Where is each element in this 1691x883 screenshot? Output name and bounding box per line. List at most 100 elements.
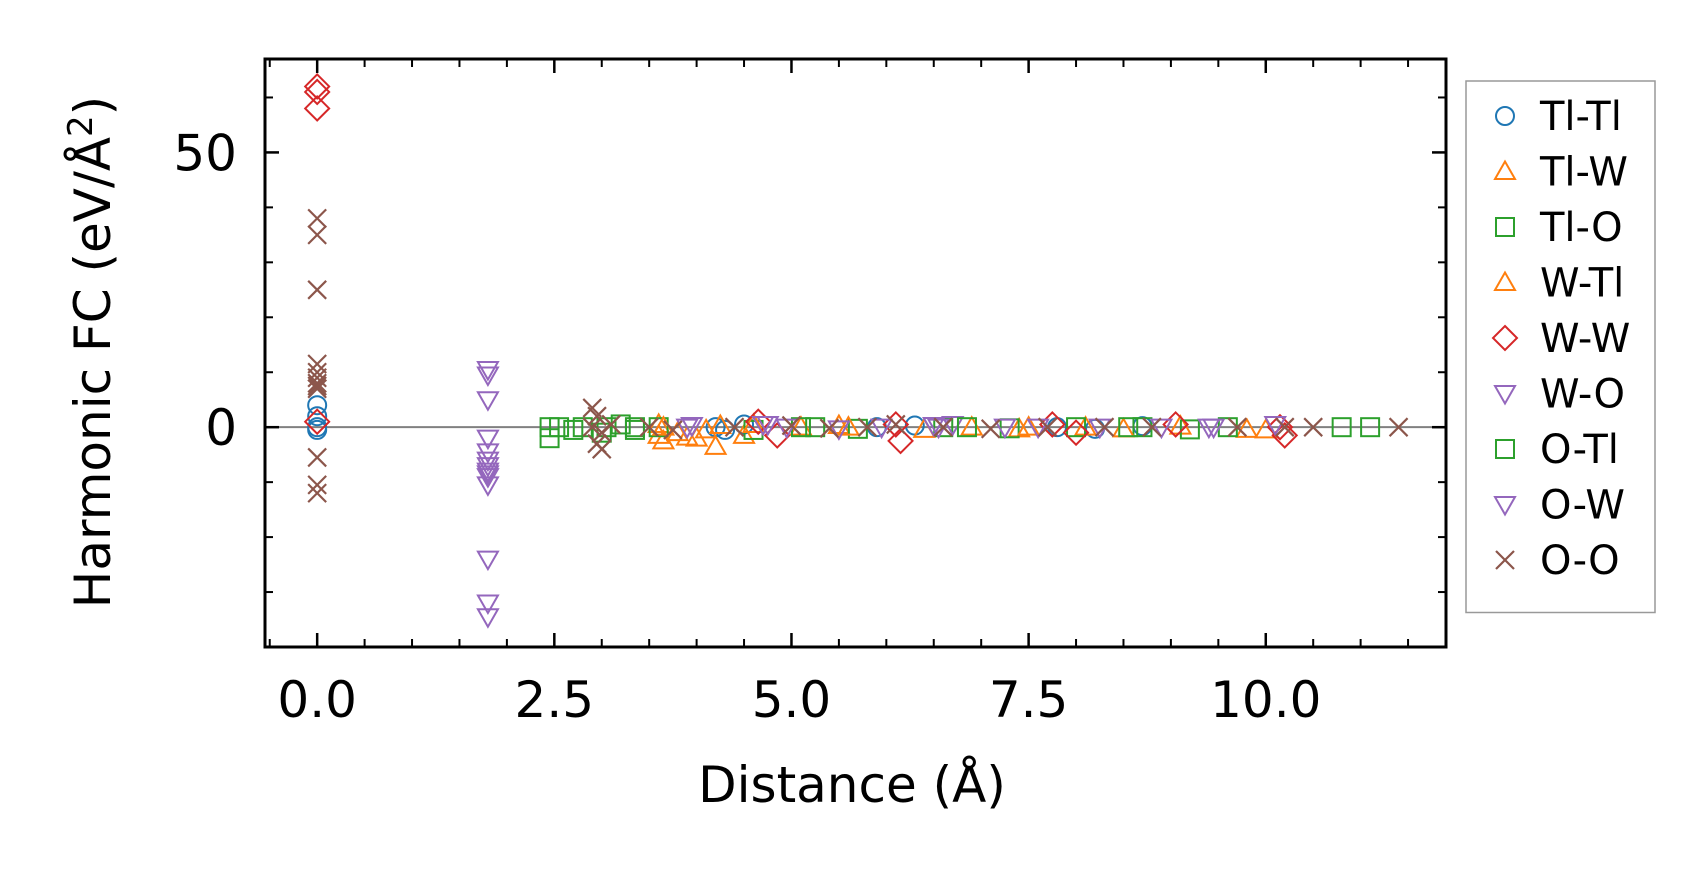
series-o-o: [307, 208, 1409, 503]
x-tick-label: 5.0: [752, 671, 832, 729]
legend-marker-o-o-stroke-b: [1495, 550, 1515, 570]
point-w-o: [1149, 418, 1174, 440]
y-tick-label: 0: [205, 399, 237, 457]
point-o-o: [307, 447, 327, 468]
point-o-w: [869, 418, 894, 440]
point-tl-w: [703, 434, 728, 455]
point-o-o-stroke-b: [582, 417, 603, 437]
point-o-o: [587, 406, 607, 426]
legend-label-o-tl: O-Tl: [1540, 427, 1619, 473]
point-w-o: [1026, 418, 1050, 440]
point-o-o: [307, 280, 327, 300]
point-o-o-stroke-b: [587, 406, 607, 426]
point-o-o: [857, 417, 878, 437]
point-o-o: [307, 225, 327, 245]
legend-marker-o-tl: [1495, 439, 1515, 459]
point-o-o-stroke-b: [639, 417, 659, 437]
point-o-o-stroke-b: [1227, 417, 1248, 437]
y-axis-label-superscript: 2: [61, 115, 101, 137]
point-o-o: [307, 483, 327, 503]
legend-label-tl-tl: Tl-Tl: [1539, 94, 1622, 140]
point-o-o-stroke-b: [781, 415, 802, 436]
legend-box: [1465, 80, 1656, 614]
point-o-o: [307, 354, 327, 374]
point-o-o-stroke-b: [307, 280, 327, 300]
y-tick-label: 50: [173, 124, 237, 182]
legend-label-w-tl: W-Tl: [1540, 261, 1624, 307]
point-o-o: [639, 417, 659, 437]
point-o-o-stroke-b: [857, 417, 878, 437]
point-o-o-stroke-b: [582, 398, 603, 418]
point-w-w: [1062, 419, 1090, 447]
legend-label-tl-o: Tl-O: [1539, 205, 1623, 251]
point-w-o: [476, 429, 500, 451]
point-w-o: [827, 420, 851, 441]
legend-marker-tl-w: [1493, 159, 1517, 180]
point-o-o: [1142, 417, 1162, 437]
point-o-o: [307, 475, 327, 495]
point-w-w: [303, 78, 331, 106]
point-o-o: [724, 417, 745, 437]
point-w-o: [675, 418, 699, 440]
point-w-w: [887, 427, 914, 455]
point-o-o-stroke-b: [601, 414, 622, 435]
axis-ticks: [265, 59, 1446, 647]
point-o-o-stroke-b: [307, 378, 327, 399]
point-o-tl: [956, 417, 977, 438]
point-o-o-stroke-b: [1142, 417, 1162, 437]
legend-label-o-w: O-W: [1540, 483, 1625, 529]
point-tl-o: [1331, 417, 1352, 438]
point-o-o: [663, 420, 683, 440]
point-w-o: [476, 608, 500, 629]
point-o-o-stroke-b: [1037, 417, 1058, 437]
legend-label-o-o: O-O: [1540, 538, 1620, 584]
point-w-o: [476, 462, 500, 484]
legend-marker-o-o: [1495, 550, 1515, 570]
legend-marker-w-o: [1493, 385, 1517, 406]
point-o-o-stroke-b: [980, 419, 1001, 439]
legend-label-w-w: W-W: [1540, 316, 1630, 362]
point-o-o: [582, 417, 603, 437]
legend-marker-tl-o: [1495, 217, 1515, 237]
point-w-w: [303, 408, 331, 436]
point-o-o: [1274, 417, 1295, 437]
point-w-o: [1263, 415, 1287, 437]
x-tick-label: 10.0: [1210, 671, 1321, 729]
y-axis-label-close: ): [64, 96, 122, 116]
point-o-o: [1037, 417, 1058, 437]
tick-labels: 0.0 2.5 5.0 7.5 10.0 0 50: [173, 124, 1321, 729]
point-o-w: [756, 415, 780, 437]
point-o-o-stroke-b: [307, 483, 327, 503]
point-o-o: [601, 414, 622, 435]
legend-marker-w-tl: [1493, 270, 1517, 291]
point-tl-tl: [307, 395, 328, 416]
point-o-o-stroke-b: [819, 418, 840, 439]
point-o-o: [933, 417, 954, 437]
legend-marker-tl-tl: [1495, 106, 1515, 126]
point-o-o-stroke-b: [1388, 417, 1409, 437]
point-o-o-stroke-b: [663, 420, 683, 440]
point-o-o: [1227, 417, 1248, 437]
point-o-o-stroke-b: [307, 354, 327, 374]
point-o-o: [1094, 417, 1115, 437]
point-w-w: [303, 95, 331, 122]
x-tick-label: 0.0: [277, 671, 357, 729]
point-o-o-stroke-b: [1094, 417, 1115, 437]
point-o-tl: [805, 417, 826, 438]
point-o-o-stroke-b: [307, 475, 327, 495]
point-o-o-stroke-b: [307, 208, 327, 229]
point-w-tl: [694, 417, 718, 439]
point-o-o: [591, 439, 612, 459]
legend-label-w-o: W-O: [1540, 372, 1625, 418]
point-tl-w: [959, 415, 984, 436]
x-axis-label: Distance (Å): [698, 756, 1006, 814]
point-o-o: [307, 378, 327, 399]
point-o-o: [781, 415, 802, 436]
point-w-o: [476, 451, 500, 473]
point-tl-tl: [307, 419, 328, 440]
point-o-o: [307, 373, 327, 394]
point-w-o: [476, 476, 500, 497]
point-w-w: [303, 73, 331, 100]
